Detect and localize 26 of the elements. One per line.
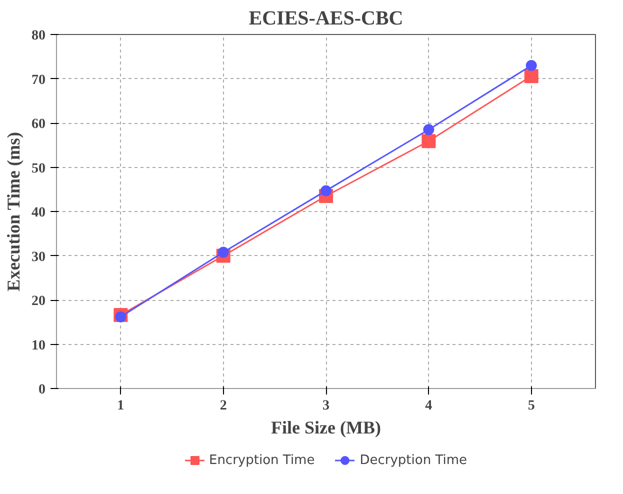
chart-title: ECIES-AES-CBC: [248, 8, 404, 30]
y-tick-label: 10: [32, 338, 46, 354]
y-axis-title: Execution Time (ms): [4, 132, 24, 292]
y-tick-label: 60: [32, 117, 46, 132]
x-tick-label: 1: [117, 398, 124, 414]
point: [524, 69, 538, 84]
y-tick-label: 80: [32, 28, 46, 44]
y-tick-label: 40: [32, 206, 46, 220]
point: [115, 311, 126, 322]
point: [320, 185, 332, 196]
y-tick-label: 50: [32, 161, 46, 176]
x-axis-title: File Size (MB): [271, 418, 381, 438]
x-tick-label: 3: [322, 398, 330, 414]
y-tick-label: 0: [38, 382, 46, 398]
legend-label: Decryption Time: [360, 452, 468, 468]
x-tick-label: 5: [528, 398, 535, 414]
point: [422, 134, 436, 148]
point: [526, 60, 537, 71]
y-tick-label: 20: [32, 294, 46, 309]
x-tick-label: 4: [425, 398, 432, 414]
point: [423, 124, 434, 136]
point: [218, 246, 229, 258]
x-tick-label: 2: [220, 398, 227, 414]
y-tick-label: 30: [32, 250, 46, 265]
legend-label: Encryption Time: [208, 452, 315, 468]
y-tick-label: 70: [32, 72, 46, 88]
